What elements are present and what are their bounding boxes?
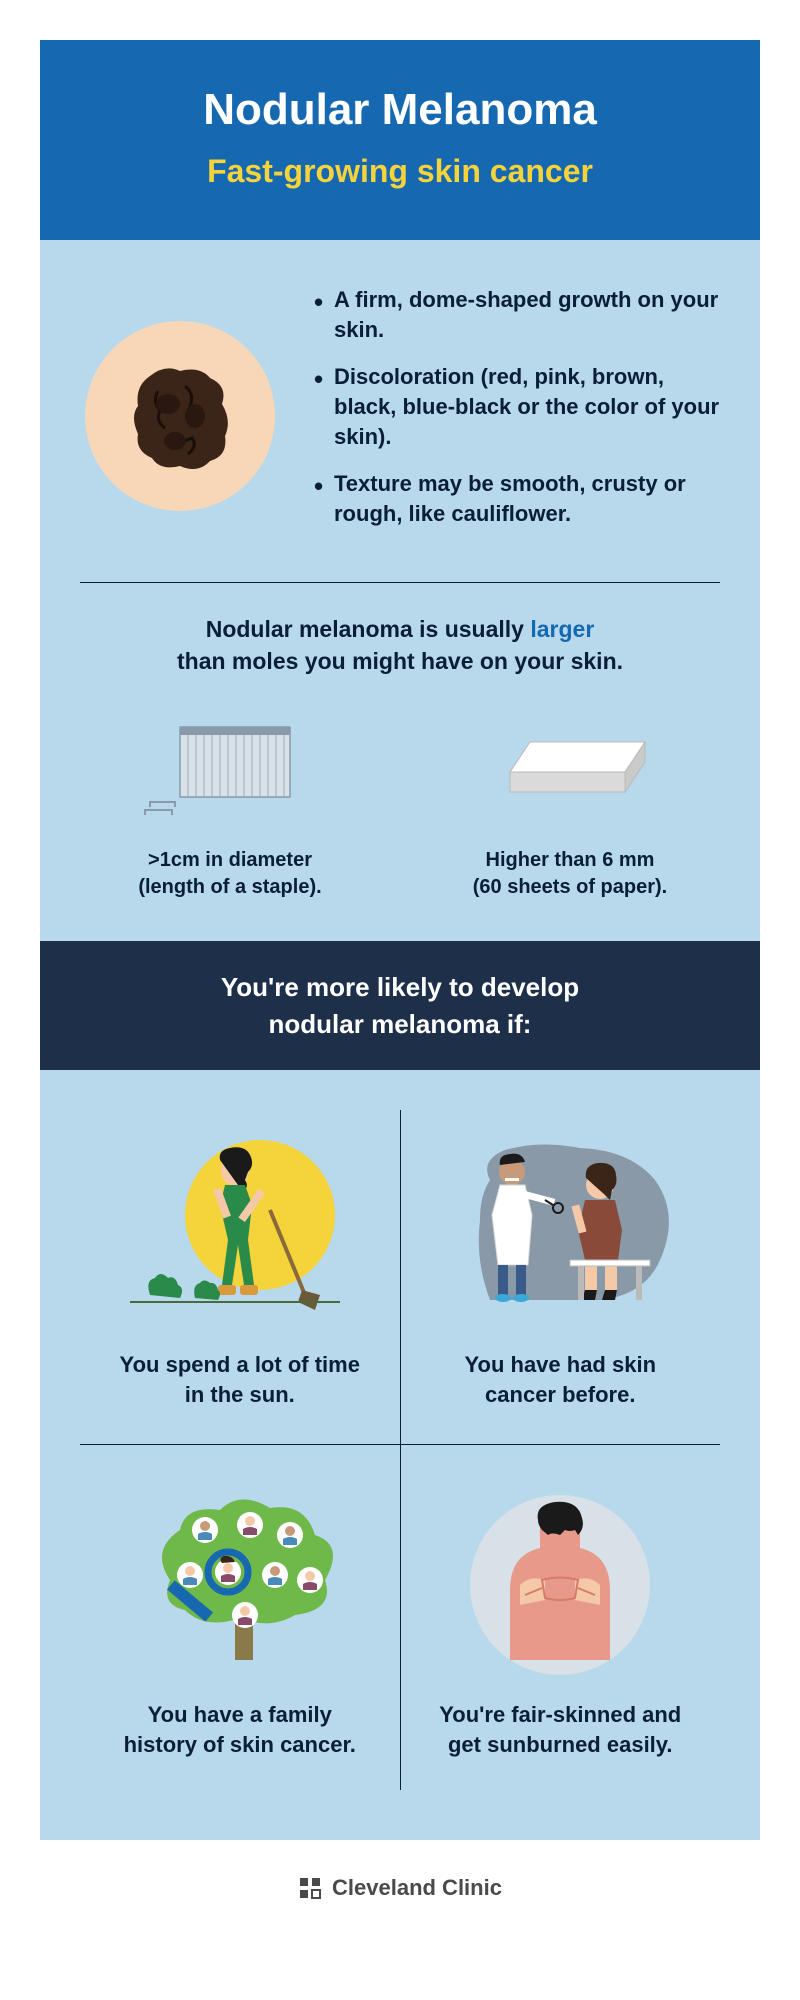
infographic: Nodular Melanoma Fast-growing skin cance… xyxy=(40,40,760,1936)
risk-label: You spend a lot of time in the sun. xyxy=(95,1350,385,1409)
paper-stack-illustration xyxy=(420,707,720,827)
risk-heading: You're more likely to develop nodular me… xyxy=(40,941,760,1070)
footer: Cleveland Clinic xyxy=(40,1840,760,1936)
risk-cell-prior-cancer: You have had skin cancer before. xyxy=(401,1110,721,1444)
header-subtitle: Fast-growing skin cancer xyxy=(60,153,740,190)
size-heading-pre: Nodular melanoma is usually xyxy=(206,616,531,642)
cleveland-clinic-logo-icon xyxy=(298,1876,322,1900)
infographic-container: Nodular Melanoma Fast-growing skin cance… xyxy=(0,0,800,1976)
size-label: Higher than 6 mm (60 sheets of paper). xyxy=(420,847,720,901)
size-row: >1cm in diameter (length of a staple). xyxy=(80,707,720,901)
characteristic-bullet: Texture may be smooth, crusty or rough, … xyxy=(310,469,720,528)
sunburn-illustration xyxy=(416,1480,706,1680)
risk-row: You have a family history of skin cancer… xyxy=(80,1445,720,1789)
mole-illustration xyxy=(80,316,280,516)
size-heading: Nodular melanoma is usually larger than … xyxy=(80,613,720,677)
risk-cell-sun: You spend a lot of time in the sun. xyxy=(80,1110,401,1444)
size-item-staple: >1cm in diameter (length of a staple). xyxy=(80,707,380,901)
header: Nodular Melanoma Fast-growing skin cance… xyxy=(40,40,760,240)
risk-cell-family-history: You have a family history of skin cancer… xyxy=(80,1445,401,1789)
doctor-exam-illustration xyxy=(416,1130,706,1330)
footer-brand: Cleveland Clinic xyxy=(332,1875,502,1901)
gardening-sun-illustration xyxy=(95,1130,385,1330)
size-item-paper: Higher than 6 mm (60 sheets of paper). xyxy=(420,707,720,901)
size-heading-highlight: larger xyxy=(530,616,594,642)
family-tree-illustration xyxy=(95,1480,385,1680)
characteristics-section: A firm, dome-shaped growth on your skin.… xyxy=(40,240,760,582)
staple-illustration xyxy=(80,707,380,827)
risk-label: You're fair-skinned and get sunburned ea… xyxy=(416,1700,706,1759)
header-title: Nodular Melanoma xyxy=(60,85,740,135)
risk-label: You have had skin cancer before. xyxy=(416,1350,706,1409)
risk-label: You have a family history of skin cancer… xyxy=(95,1700,385,1759)
risk-grid: You spend a lot of time in the sun. xyxy=(40,1070,760,1840)
characteristic-bullet: A firm, dome-shaped growth on your skin. xyxy=(310,285,720,344)
characteristic-bullet: Discoloration (red, pink, brown, black, … xyxy=(310,362,720,451)
risk-row: You spend a lot of time in the sun. xyxy=(80,1110,720,1444)
characteristics-list: A firm, dome-shaped growth on your skin.… xyxy=(310,285,720,547)
size-label: >1cm in diameter (length of a staple). xyxy=(80,847,380,901)
risk-cell-fair-skin: You're fair-skinned and get sunburned ea… xyxy=(401,1445,721,1789)
size-section: Nodular melanoma is usually larger than … xyxy=(40,583,760,941)
size-heading-post: than moles you might have on your skin. xyxy=(177,648,623,674)
